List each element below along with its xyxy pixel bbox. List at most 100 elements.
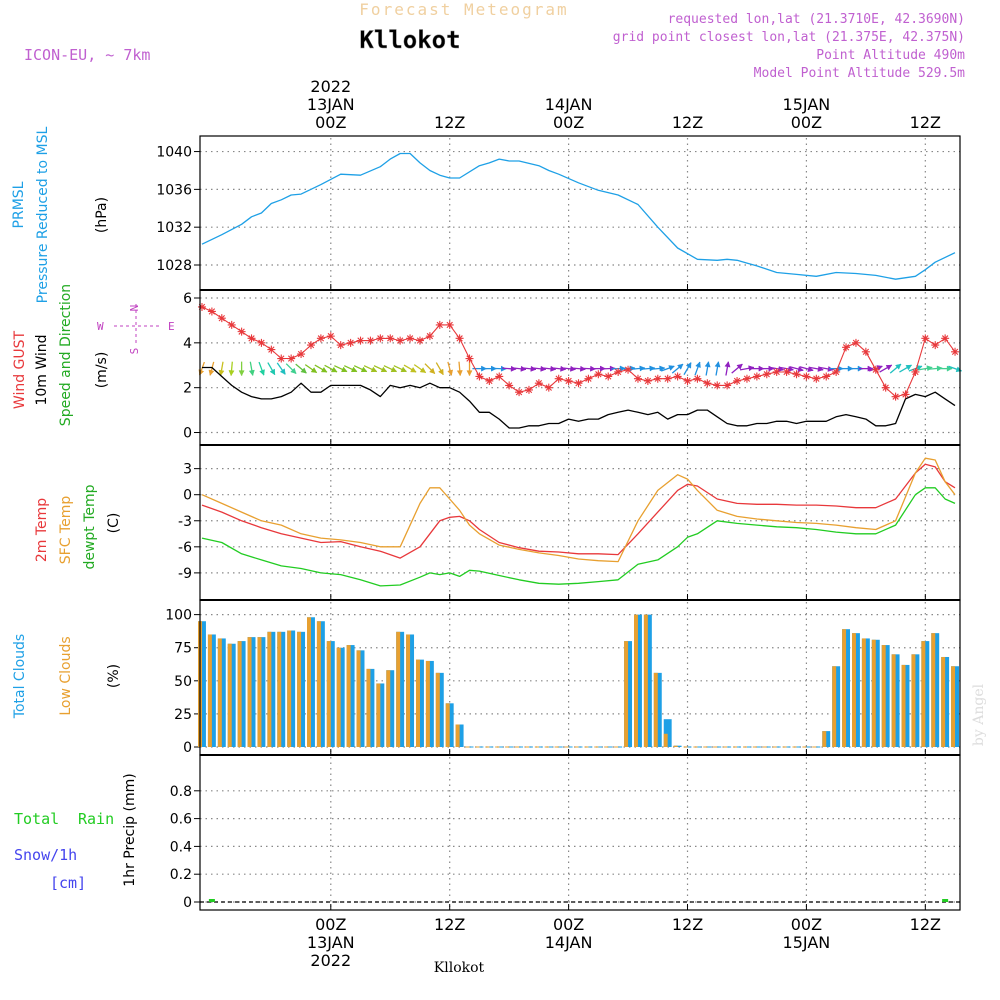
- wind-gust-marker: [693, 374, 702, 383]
- top-time-label: 12Z: [434, 113, 465, 132]
- low-cloud-bar: [207, 634, 212, 747]
- wind-gust-marker: [356, 336, 365, 345]
- wind-gust-marker: [396, 336, 405, 345]
- precip-ylabel: 1hr Precip (mm): [122, 773, 138, 886]
- wind-gust-marker: [951, 347, 960, 356]
- wind-gust-marker: [941, 334, 950, 343]
- wind-gust-marker: [287, 354, 296, 363]
- wind-direction-arrowhead: [350, 366, 358, 373]
- low-cloud-bar: [217, 638, 222, 747]
- wind-gust-marker: [217, 314, 226, 323]
- wind-gust-marker: [505, 381, 514, 390]
- wind-panel-labels: Wind GUST 10m Wind Speed and Direction (…: [12, 284, 175, 426]
- wind-gust-marker: [445, 320, 454, 329]
- temp-label-dewpt: dewpt Temp: [82, 484, 98, 569]
- pressure-label-1: PRMSL: [11, 181, 27, 228]
- temp-sfc-line: [201, 457, 956, 563]
- bottom-time-label: 00Z: [315, 915, 346, 934]
- wind-direction-arrowhead: [300, 367, 307, 374]
- wind-gust-marker: [366, 336, 375, 345]
- temp-label-sfc: SFC Temp: [58, 496, 74, 565]
- wind-gust-marker: [564, 376, 573, 385]
- low-cloud-bar: [346, 645, 351, 747]
- wind-direction-arrowhead: [290, 367, 297, 374]
- low-cloud-bar: [396, 631, 401, 747]
- low-cloud-bar: [406, 634, 411, 747]
- low-cloud-bar: [832, 666, 837, 747]
- wind-direction-arrowhead: [797, 366, 804, 373]
- precip-ytick-label: 0: [183, 895, 192, 911]
- wind-gust-marker: [921, 334, 930, 343]
- cloud-unit: (%): [106, 664, 122, 688]
- wind-gust-marker: [247, 334, 256, 343]
- temperature-ytick-label: 3: [183, 462, 192, 478]
- wind-gust-marker: [485, 376, 494, 385]
- low-cloud-bar: [931, 633, 936, 747]
- pressure-ytick-label: 1032: [156, 220, 192, 236]
- temp-panel-labels: 2m Temp SFC Temp dewpt Temp (C): [34, 484, 122, 569]
- precip-panel-labels: Total Rain Snow/1h [cm] 1hr Precip (mm): [14, 773, 138, 892]
- top-time-label: 2022: [310, 77, 351, 96]
- low-cloud-bar: [247, 637, 252, 747]
- cloud-label-low: Low Clouds: [58, 636, 74, 715]
- temperature-ytick-label: -3: [178, 514, 192, 530]
- frame-layer: [199, 135, 961, 911]
- low-cloud-bar: [842, 629, 847, 747]
- location-name: Kllokot: [359, 26, 460, 54]
- wind-gust-marker: [534, 379, 543, 388]
- pressure-panel-frame: [199, 135, 961, 291]
- wind-label-10m: 10m Wind: [34, 334, 50, 405]
- wind-direction-arrowhead: [341, 366, 348, 373]
- wind-direction-arrowhead: [659, 365, 666, 372]
- wind-direction-arrowhead: [704, 361, 711, 368]
- wind-direction-arrowhead: [400, 366, 407, 373]
- grid-point-coords: grid point closest lon,lat (21.375E, 42.…: [613, 30, 965, 45]
- wind-direction-arrowhead: [310, 367, 318, 373]
- precip-label-total: Total: [14, 810, 59, 828]
- wind-direction-arrowhead: [714, 361, 721, 368]
- temperature-ytick-label: 0: [183, 488, 192, 504]
- low-cloud-bar: [237, 641, 242, 747]
- wind-gust-marker: [257, 338, 266, 347]
- wind-direction-arrowhead: [330, 366, 338, 373]
- wind-gust-marker: [415, 336, 424, 345]
- wind-gust-marker: [406, 334, 415, 343]
- wind-direction-arrowhead: [438, 368, 444, 376]
- wind-gust-marker: [495, 372, 504, 381]
- wind-gust-marker: [584, 374, 593, 383]
- wind-gust-marker: [237, 327, 246, 336]
- wind-direction-arrowhead: [695, 361, 701, 368]
- wind-direction-arrowhead: [926, 365, 933, 372]
- low-cloud-bar: [822, 731, 827, 747]
- rain-bar: [942, 899, 949, 902]
- wind-gust-marker: [643, 376, 652, 385]
- low-cloud-bar: [376, 683, 381, 747]
- wind-direction-arrowhead: [456, 370, 463, 377]
- wind-direction-arrowhead: [895, 363, 902, 370]
- wind-direction-arrowhead: [218, 369, 225, 377]
- wind-gust-marker: [653, 374, 662, 383]
- wind-gust-marker: [713, 381, 722, 390]
- temperature-ytick-label: -6: [178, 540, 192, 556]
- wind-unit: (m/s): [94, 352, 110, 389]
- wind-direction-arrowhead: [320, 366, 328, 373]
- top-time-label: 00Z: [553, 113, 584, 132]
- wind-direction-arrowhead: [724, 361, 731, 368]
- wind-gust-marker: [752, 372, 761, 381]
- wind-gust-marker: [277, 354, 286, 363]
- wind-gust-marker: [723, 381, 732, 390]
- clouds-ytick-label: 50: [174, 674, 192, 690]
- wind-gust-marker: [851, 338, 860, 347]
- wind-gust-marker: [465, 354, 474, 363]
- wind-speed-line: [202, 366, 956, 429]
- low-cloud-bar: [455, 724, 460, 747]
- temp-2m-line: [201, 463, 956, 559]
- wind-gust-marker: [524, 385, 533, 394]
- wind-gust-marker: [832, 367, 841, 376]
- wind-gust-marker: [297, 350, 306, 359]
- wind-gust-marker: [306, 341, 315, 350]
- wind-label-dir: Speed and Direction: [58, 284, 74, 426]
- wind-direction-arrowhead: [955, 366, 963, 372]
- wind-gust-marker: [673, 372, 682, 381]
- point-altitude: Point Altitude 490m: [816, 48, 965, 63]
